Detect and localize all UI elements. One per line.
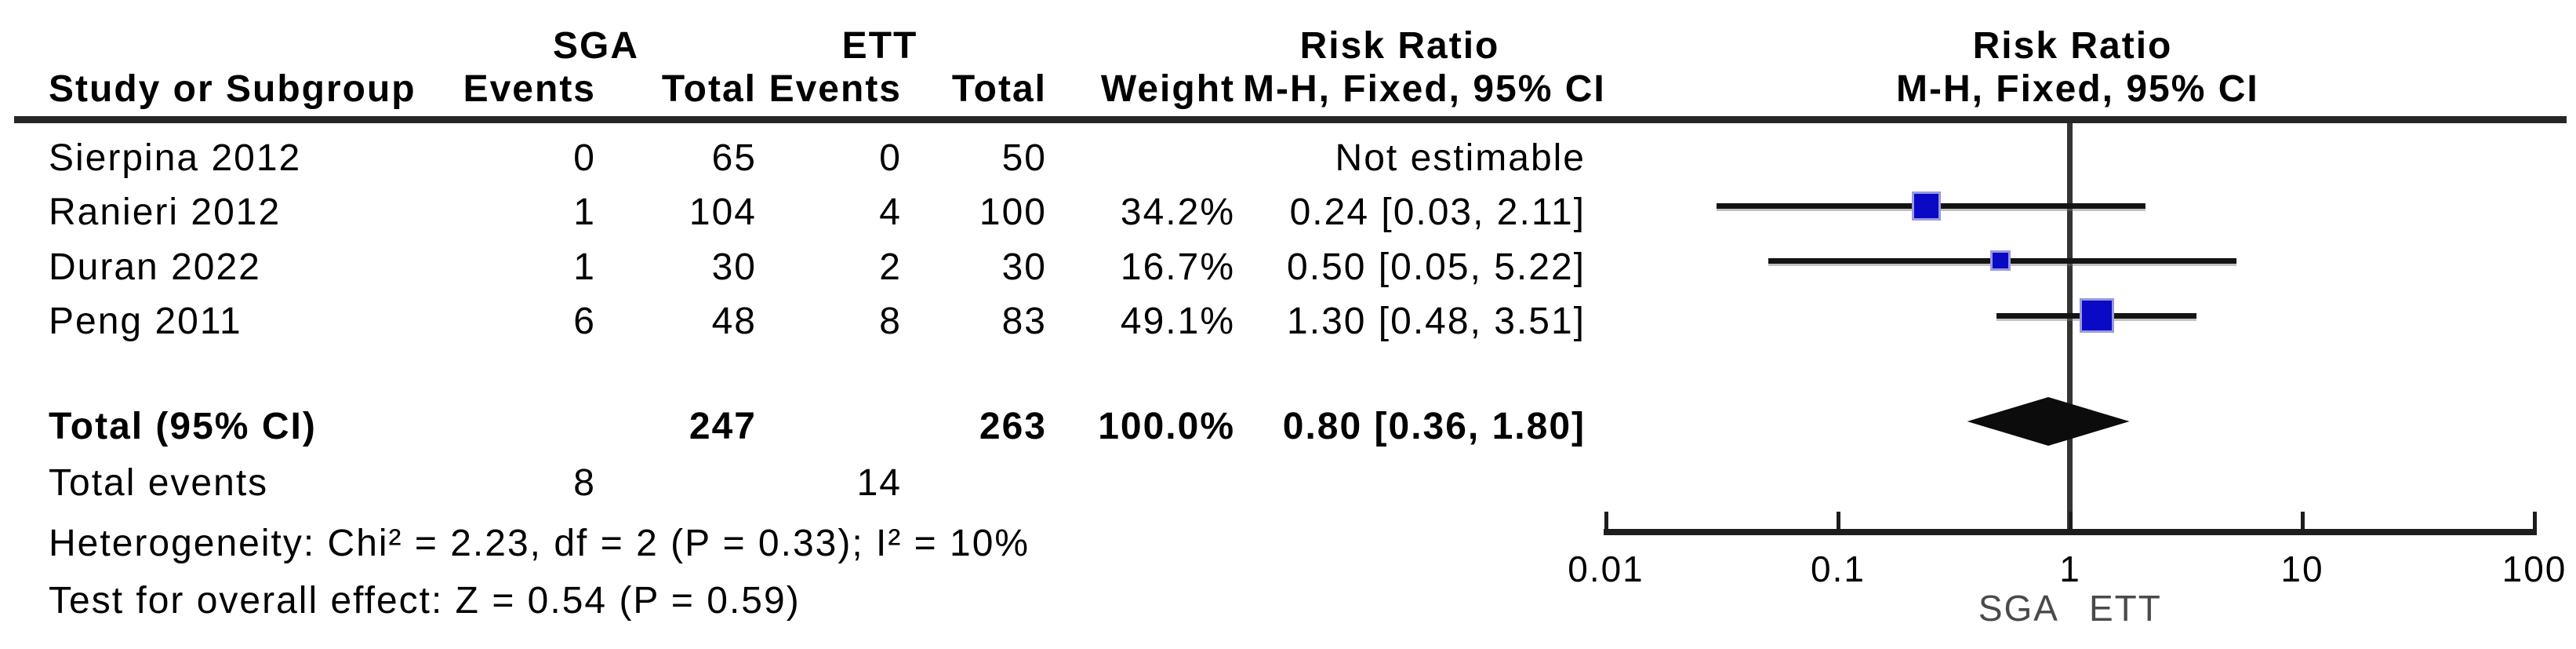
column-header-weight: Weight bbox=[1100, 68, 1235, 110]
weight-value bbox=[1000, 137, 1235, 180]
study-name: Duran 2022 bbox=[49, 246, 261, 288]
header-rule bbox=[14, 116, 2567, 123]
effect-square-2 bbox=[1990, 250, 2011, 271]
sga-total-value: 30 bbox=[711, 246, 757, 288]
ett-events-value: 8 bbox=[879, 301, 902, 342]
total-label: Total (95% CI) bbox=[49, 406, 317, 447]
favours-left-label: SGA bbox=[1978, 588, 2059, 629]
study-name: Peng 2011 bbox=[49, 301, 242, 342]
axis-tick-4 bbox=[2533, 512, 2537, 535]
risk-ratio-header-right: Risk Ratio bbox=[1972, 25, 2173, 67]
sga-events-value: 6 bbox=[573, 301, 596, 342]
total-ci-text: 0.80 [0.36, 1.80] bbox=[1282, 406, 1586, 447]
overall-effect-text: Test for overall effect: Z = 0.54 (P = 0… bbox=[49, 580, 801, 622]
null-effect-line bbox=[2067, 123, 2073, 535]
heterogeneity-text: Heterogeneity: Chi² = 2.23, df = 2 (P = … bbox=[49, 523, 1030, 564]
total-events-ett: 14 bbox=[856, 462, 902, 504]
total-sga-n: 247 bbox=[689, 406, 757, 447]
total-ett-n: 263 bbox=[979, 406, 1047, 447]
sga-events-value: 1 bbox=[573, 191, 596, 233]
axis-tick-2 bbox=[2069, 512, 2073, 535]
axis-tick-label-0: 0.01 bbox=[1568, 549, 1644, 589]
column-header-ci-right: M-H, Fixed, 95% CI bbox=[1896, 68, 2259, 110]
pooled-diamond bbox=[1967, 397, 2130, 446]
total-events-label: Total events bbox=[49, 462, 269, 504]
total-events-sga: 8 bbox=[573, 462, 596, 504]
ci-text: 1.30 [0.48, 3.51] bbox=[1287, 301, 1586, 342]
axis-tick-label-1: 0.1 bbox=[1811, 549, 1866, 589]
axis-tick-label-4: 100 bbox=[2502, 549, 2567, 589]
sga-total-value: 48 bbox=[711, 301, 757, 342]
column-header-total1: Total bbox=[661, 68, 757, 110]
column-header-ci-left: M-H, Fixed, 95% CI bbox=[1243, 68, 1606, 110]
axis-tick-0 bbox=[1604, 512, 1608, 535]
ci-text: Not estimable bbox=[1335, 137, 1586, 179]
ett-total-value: 100 bbox=[979, 191, 1047, 233]
total-weight: 100.0% bbox=[1098, 406, 1235, 447]
sga-total-value: 104 bbox=[689, 191, 757, 233]
effect-square-3 bbox=[2080, 298, 2114, 333]
ett-events-value: 0 bbox=[879, 137, 902, 179]
column-header-events1: Events bbox=[463, 68, 596, 110]
ett-events-value: 2 bbox=[879, 246, 902, 288]
favours-right-label: ETT bbox=[2089, 588, 2162, 629]
axis-tick-1 bbox=[1837, 512, 1840, 535]
column-header-study: Study or Subgroup bbox=[49, 68, 416, 110]
study-name: Sierpina 2012 bbox=[49, 137, 302, 179]
ci-text: 0.24 [0.03, 2.11] bbox=[1289, 191, 1586, 233]
axis-tick-3 bbox=[2301, 512, 2305, 535]
axis-tick-label-3: 10 bbox=[2280, 549, 2324, 589]
weight-value: 16.7% bbox=[1120, 246, 1235, 288]
group1-header: SGA bbox=[552, 25, 639, 67]
sga-total-value: 65 bbox=[711, 137, 757, 179]
weight-value: 34.2% bbox=[1120, 191, 1235, 233]
sga-events-value: 1 bbox=[573, 246, 596, 288]
ett-total-value: 50 bbox=[1001, 137, 1047, 179]
ett-total-value: 83 bbox=[1001, 301, 1047, 342]
ci-text: 0.50 [0.05, 5.22] bbox=[1287, 246, 1586, 288]
column-header-events2: Events bbox=[768, 68, 902, 110]
weight-value: 49.1% bbox=[1120, 301, 1235, 342]
risk-ratio-header-left: Risk Ratio bbox=[1299, 25, 1500, 67]
effect-square-1 bbox=[1912, 191, 1941, 221]
column-header-total2: Total bbox=[951, 68, 1047, 110]
study-name: Ranieri 2012 bbox=[49, 191, 282, 233]
axis-tick-label-2: 1 bbox=[2059, 549, 2081, 589]
sga-events-value: 0 bbox=[573, 137, 596, 179]
group2-header: ETT bbox=[841, 25, 918, 67]
ett-events-value: 4 bbox=[879, 191, 902, 233]
ett-total-value: 30 bbox=[1001, 246, 1047, 288]
